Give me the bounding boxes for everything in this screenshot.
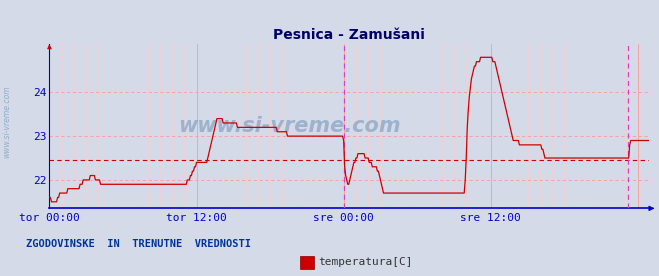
Text: temperatura[C]: temperatura[C] — [318, 258, 413, 267]
Text: ZGODOVINSKE  IN  TRENUTNE  VREDNOSTI: ZGODOVINSKE IN TRENUTNE VREDNOSTI — [26, 239, 251, 249]
Text: www.si-vreme.com: www.si-vreme.com — [2, 85, 11, 158]
Title: Pesnica - Zamušani: Pesnica - Zamušani — [273, 28, 425, 42]
Text: www.si-vreme.com: www.si-vreme.com — [178, 116, 401, 136]
